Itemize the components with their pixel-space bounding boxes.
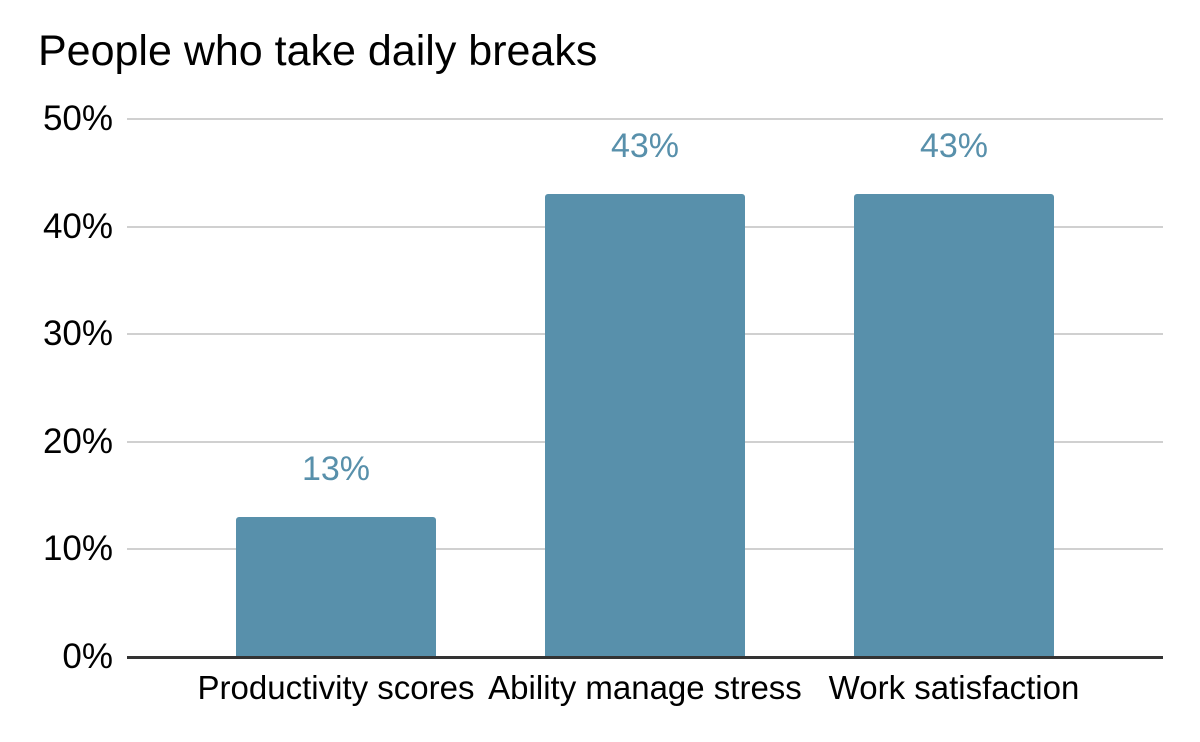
bar-data-label: 13% (301, 450, 371, 489)
y-axis-tick-label: 10% (42, 529, 113, 569)
x-axis-category-label: Ability manage stress (488, 669, 802, 706)
bar (545, 194, 745, 657)
bar-data-label: 43% (919, 127, 989, 166)
bar-data-label: 43% (610, 127, 680, 166)
x-axis-category-label: Work satisfaction (828, 669, 1080, 706)
y-axis-tick-label: 50% (42, 99, 113, 138)
gridline (127, 118, 1163, 120)
bar (236, 517, 436, 657)
y-axis-tick-label: 20% (42, 421, 113, 461)
x-axis-category-label: Productivity scores (197, 669, 475, 706)
bar (854, 194, 1054, 657)
zero-axis-line (127, 655, 1163, 659)
chart-title: People who take daily breaks (38, 27, 598, 75)
y-axis-tick-label: 30% (42, 314, 113, 354)
y-axis-tick-label: 40% (42, 206, 113, 246)
y-axis-tick-label: 0% (62, 637, 113, 676)
